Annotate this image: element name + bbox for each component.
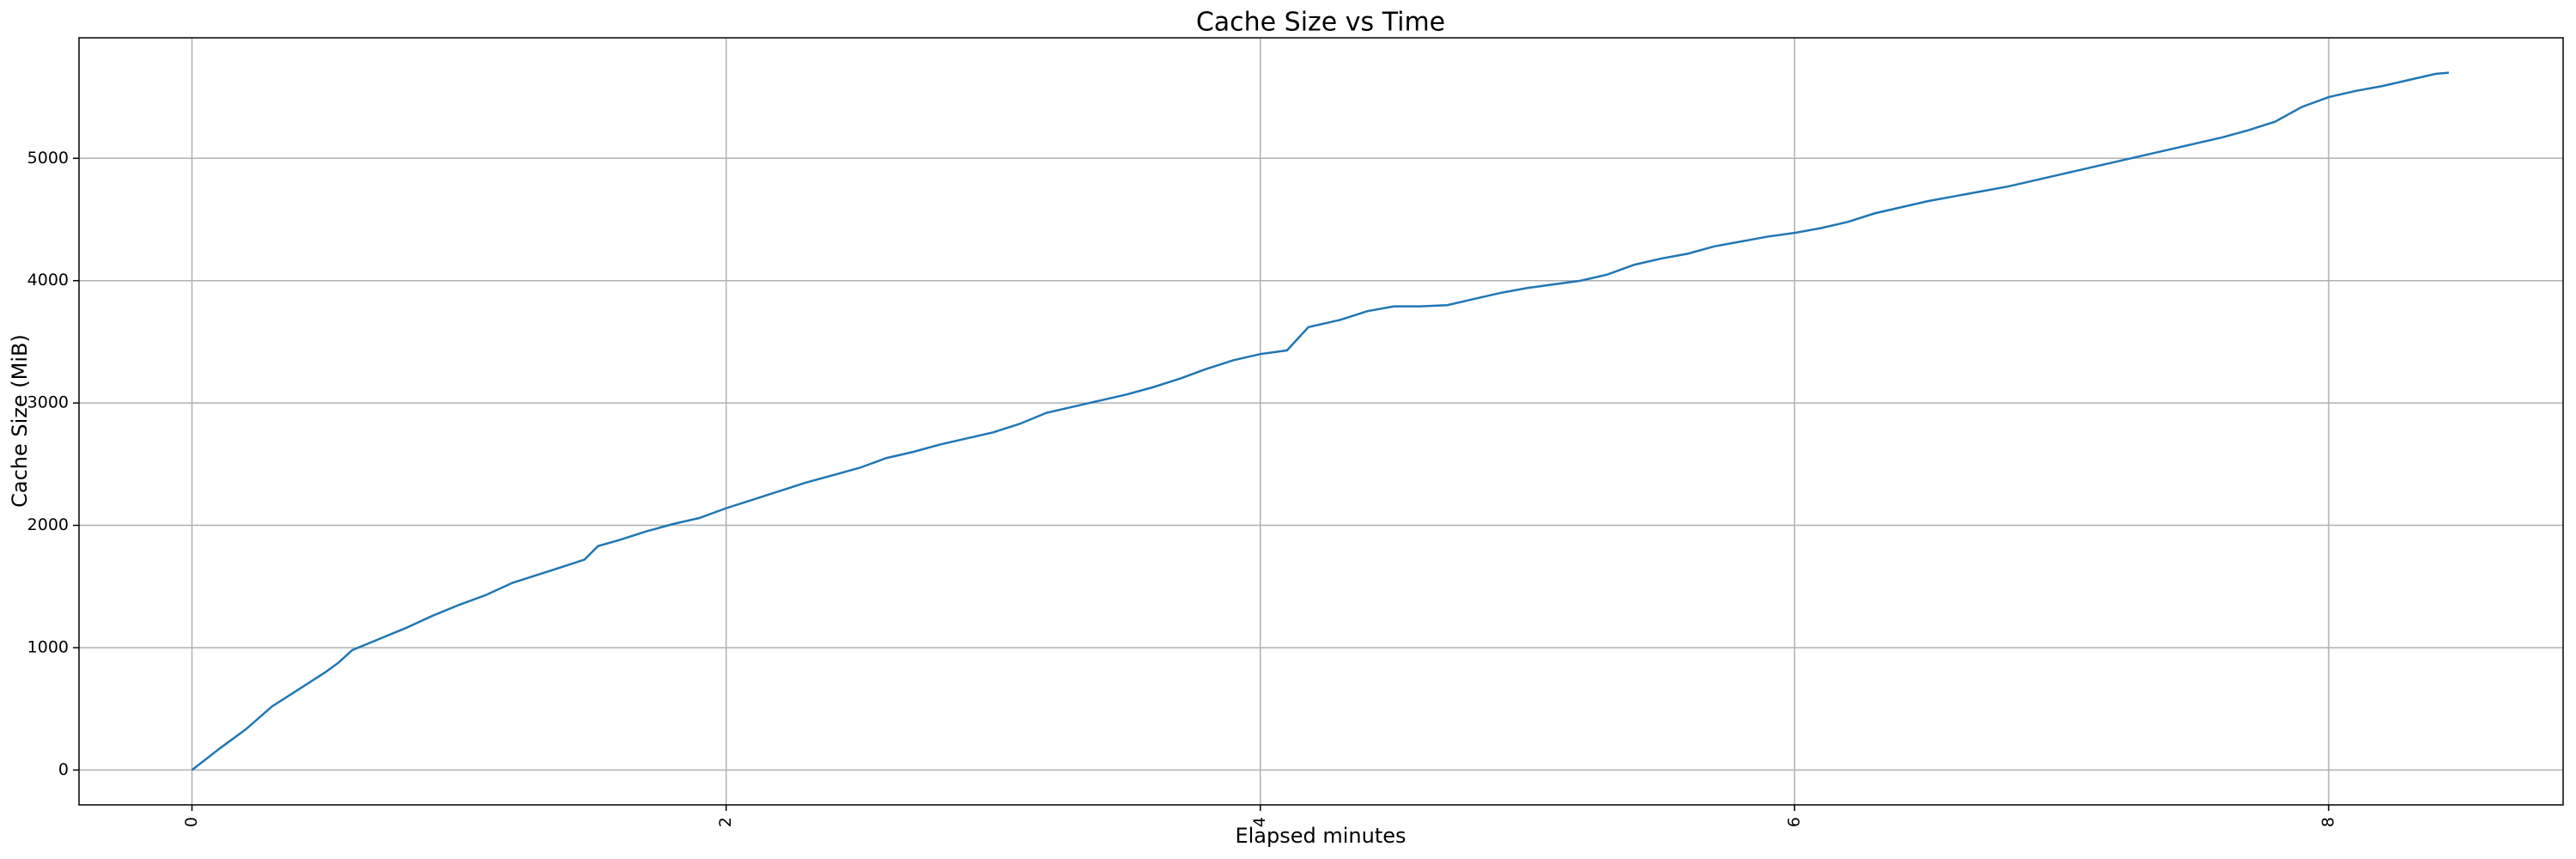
x-tick-label: 2: [716, 817, 735, 827]
y-tick-label: 3000: [27, 393, 69, 412]
y-tick-label: 5000: [27, 149, 69, 168]
y-axis-label: Cache Size (MiB): [8, 334, 32, 508]
y-tick-label: 0: [58, 760, 69, 779]
plot-frame: [78, 37, 2564, 806]
x-tick-label: 8: [2318, 817, 2337, 827]
y-tick-label: 2000: [27, 515, 69, 534]
x-tick-label: 6: [1784, 817, 1803, 827]
chart-title: Cache Size vs Time: [1196, 8, 1445, 38]
x-axis-label: Elapsed minutes: [1235, 824, 1406, 848]
y-tick-label: 4000: [27, 271, 69, 289]
data-line: [191, 71, 2449, 771]
x-tick-label: 0: [182, 817, 201, 827]
y-tick-label: 1000: [27, 637, 69, 656]
x-tick-label: 4: [1250, 817, 1269, 827]
